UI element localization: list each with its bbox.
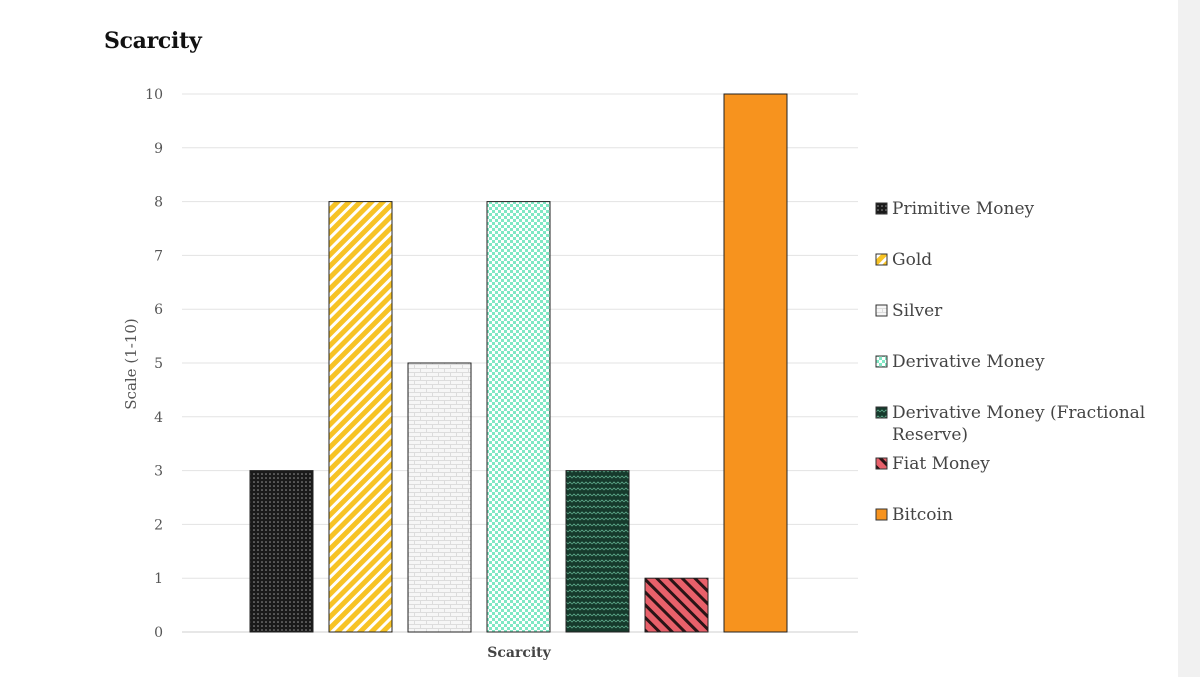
legend-swatch: [875, 355, 888, 368]
legend-label: Derivative Money: [892, 352, 1045, 372]
legend-swatch: [875, 457, 888, 470]
bar-derivative-money: [486, 201, 551, 633]
bar-gold: [328, 201, 393, 633]
y-tick-label: 0: [154, 625, 163, 641]
legend-label: Fiat Money: [892, 454, 990, 474]
legend-label: Silver: [892, 301, 943, 321]
y-tick-label: 6: [154, 302, 163, 318]
legend-swatch: [875, 304, 888, 317]
bars: [249, 93, 788, 633]
bar-bitcoin: [723, 93, 788, 633]
legend-swatch: [875, 406, 888, 419]
y-tick-label: 1: [154, 571, 163, 587]
legend: Primitive Money Gold Silver Derivative Mone…: [875, 199, 1145, 525]
chart-title: Scarcity: [104, 28, 202, 54]
y-tick-label: 5: [154, 356, 163, 372]
y-tick-label: 3: [154, 464, 163, 480]
legend-swatch: [875, 253, 888, 266]
y-tick-label: 4: [154, 410, 163, 426]
bar-silver: [407, 362, 472, 633]
legend-label: Derivative Money (Fractional: [892, 403, 1145, 423]
y-tick-label: 9: [154, 141, 163, 157]
legend-label: Reserve): [892, 425, 968, 445]
y-axis-title: Scale (1-10): [122, 318, 140, 409]
y-tick-label: 10: [145, 87, 163, 103]
x-category-label: Scarcity: [487, 645, 551, 661]
y-tick-labels: 0 1 2 3 4 5 6 7 8 9 10: [145, 87, 163, 641]
y-tick-label: 2: [154, 517, 163, 533]
bar-derivative-money-fractional-reserve: [565, 470, 630, 633]
legend-swatch: [875, 508, 888, 521]
legend-swatch: [875, 202, 888, 215]
legend-label: Bitcoin: [892, 505, 953, 525]
legend-label: Gold: [892, 250, 932, 270]
y-tick-label: 8: [154, 195, 163, 211]
bar-fiat-money: [644, 577, 709, 633]
side-strip: [1178, 0, 1200, 677]
y-tick-label: 7: [154, 248, 163, 264]
legend-label: Primitive Money: [892, 199, 1035, 219]
bar-primitive-money: [249, 470, 314, 633]
